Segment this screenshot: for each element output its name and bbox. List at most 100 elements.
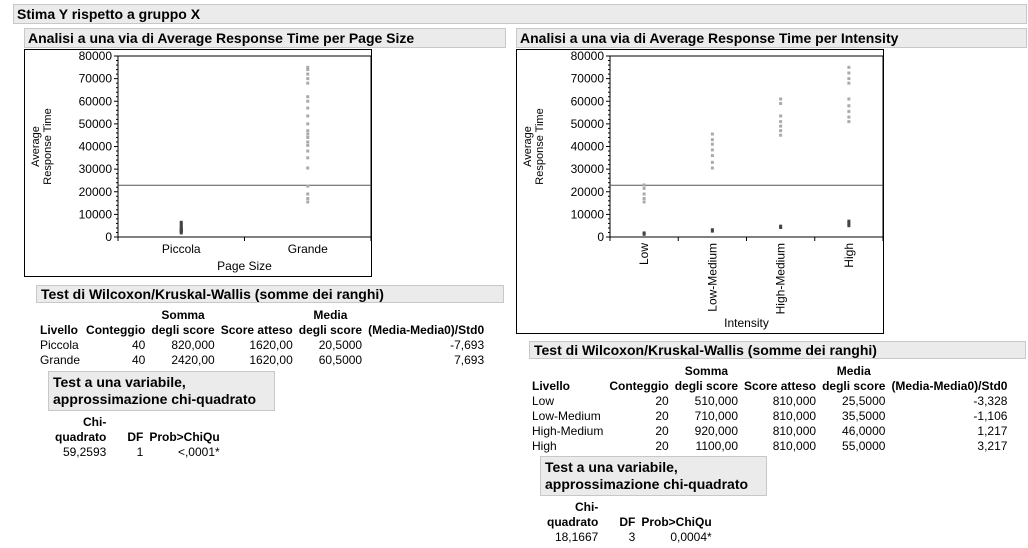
- report-title[interactable]: Stima Y rispetto a gruppo X: [13, 4, 1027, 24]
- right-chi-title[interactable]: Test a una variabile, approssimazione ch…: [540, 456, 767, 496]
- data-point: [306, 72, 310, 76]
- right-chi-title-line1: Test a una variabile,: [545, 459, 678, 475]
- left-wilcoxon-title[interactable]: Test di Wilcoxon/Kruskal-Wallis (somme d…: [36, 285, 504, 303]
- data-point: [779, 129, 783, 133]
- y-axis-label: Average: [522, 126, 534, 167]
- table-row: High 20 1100,00 810,000 55,0000 3,217: [529, 439, 1010, 454]
- data-point: [710, 154, 714, 158]
- y-tick-label: 50000: [571, 117, 605, 131]
- cell-chi: 59,2593: [62, 445, 107, 459]
- cell-std: -1,106: [973, 409, 1008, 423]
- cell-std: 3,217: [977, 439, 1008, 453]
- data-point: [847, 224, 851, 228]
- left-chi-title[interactable]: Test a una variabile, approssimazione ch…: [48, 371, 275, 411]
- data-point: [306, 122, 310, 126]
- left-oneway-title-text: Analisi a una via di Average Response Ti…: [28, 30, 415, 46]
- cell-atteso: 810,000: [772, 394, 817, 408]
- y-tick-label: 10000: [79, 207, 113, 221]
- right-oneway-plot[interactable]: 80000 70000 60000 50000 40000 30000 20000 10000…: [517, 49, 884, 333]
- x-tick-label: Low: [637, 243, 651, 265]
- col-somma-2: degli score: [151, 323, 215, 337]
- y-axis-label: Response Time: [534, 108, 546, 184]
- y-tick-label: 0: [105, 230, 112, 244]
- data-point: [847, 81, 851, 85]
- cell-somma: 820,000: [171, 338, 215, 352]
- data-point: [710, 138, 714, 142]
- table-row: Grande 40 2420,00 1620,00 60,5000 7,693: [37, 353, 487, 368]
- right-wilcoxon-title[interactable]: Test di Wilcoxon/Kruskal-Wallis (somme d…: [529, 341, 1026, 359]
- left-wilcoxon-table: Livello Conteggio Somma Score atteso Med…: [37, 308, 487, 368]
- data-point: [710, 160, 714, 164]
- right-plot-frame: 80000 70000 60000 50000 40000 30000 20000 10000…: [516, 49, 884, 334]
- left-chi-title-line2: approssimazione chi-quadrato: [53, 391, 257, 407]
- data-point: [306, 114, 310, 118]
- cell-livello: High-Medium: [532, 424, 604, 438]
- data-point: [306, 197, 310, 201]
- y-tick-label: 10000: [571, 207, 605, 221]
- col-somma-2: degli score: [674, 379, 739, 393]
- data-point: [710, 132, 714, 136]
- data-point: [779, 224, 783, 228]
- left-chi-table: Chi- quadrato DF Prob>ChiQu 59,2593 1 <,…: [52, 415, 223, 460]
- cell-conteggio: 40: [132, 353, 146, 367]
- col-atteso: Score atteso: [220, 323, 293, 337]
- data-point: [847, 219, 851, 223]
- col-conteggio: Conteggio: [609, 379, 669, 393]
- cell-df: 1: [136, 445, 144, 459]
- col-chi: Chi- quadrato: [52, 415, 109, 445]
- cell-std: -3,328: [973, 394, 1008, 408]
- col-prob: Prob>ChiQu: [149, 430, 220, 444]
- left-plot-frame: 80000 70000 60000 50000 40000 30000 20000 10000…: [24, 49, 372, 277]
- data-point: [306, 95, 310, 99]
- table-row: Piccola 40 820,000 1620,00 20,5000 -7,69…: [37, 338, 487, 353]
- y-tick-label: 20000: [79, 185, 113, 199]
- data-point: [710, 166, 714, 170]
- cell-conteggio: 20: [655, 424, 669, 438]
- data-point: [306, 200, 310, 204]
- cell-std: -7,693: [450, 338, 485, 352]
- col-chi-line1: Chi-: [575, 500, 599, 514]
- data-point: [306, 192, 310, 196]
- y-axis-label: Average: [30, 126, 42, 167]
- col-prob: Prob>ChiQu: [641, 515, 712, 529]
- data-point: [306, 149, 310, 153]
- cell-somma: 510,000: [694, 394, 739, 408]
- plot-area: [609, 55, 884, 238]
- x-tick-label: Piccola: [162, 242, 201, 256]
- y-tick-label: 60000: [571, 94, 605, 108]
- right-oneway-title[interactable]: Analisi a una via di Average Response Ti…: [516, 28, 1027, 48]
- cell-livello: High: [532, 439, 557, 453]
- col-somma: Somma: [684, 364, 729, 378]
- x-tick-label: Grande: [288, 242, 328, 256]
- col-media: Media: [313, 308, 348, 322]
- x-tick-label: High-Medium: [774, 243, 788, 314]
- col-livello: Livello: [40, 323, 79, 337]
- cell-livello: Low: [532, 394, 555, 408]
- cell-prob: <,0001*: [177, 445, 220, 459]
- col-media-2: degli score: [822, 379, 886, 393]
- data-point: [642, 183, 646, 187]
- data-point: [710, 142, 714, 146]
- y-tick-label: 80000: [79, 50, 113, 63]
- left-oneway-plot[interactable]: 80000 70000 60000 50000 40000 30000 20000 10000…: [25, 49, 372, 276]
- col-atteso: Score atteso: [744, 379, 817, 393]
- x-axis-label: Intensity: [724, 316, 769, 330]
- table-row: Low-Medium 20 710,000 810,000 35,5000 -1…: [529, 409, 1010, 424]
- cell-media: 55,0000: [842, 439, 886, 453]
- table-row: 18,1667 3 0,0004*: [544, 530, 715, 545]
- col-df: DF: [127, 430, 144, 444]
- cell-atteso: 810,000: [772, 409, 817, 423]
- col-chi-line2: quadrato: [547, 515, 599, 529]
- data-point: [179, 224, 183, 228]
- col-std: (Media-Media0)/Std0: [368, 323, 485, 337]
- cell-prob: 0,0004*: [670, 530, 712, 544]
- right-wilcoxon-table: Livello Conteggio Somma Score atteso Med…: [529, 364, 1010, 454]
- y-tick-label: 50000: [79, 117, 113, 131]
- left-oneway-title[interactable]: Analisi a una via di Average Response Ti…: [24, 28, 506, 48]
- cell-somma: 920,000: [694, 424, 739, 438]
- cell-media: 60,5000: [318, 353, 363, 367]
- data-point: [779, 114, 783, 118]
- col-df: DF: [619, 515, 636, 529]
- data-point: [642, 231, 646, 235]
- cell-df: 3: [628, 530, 636, 544]
